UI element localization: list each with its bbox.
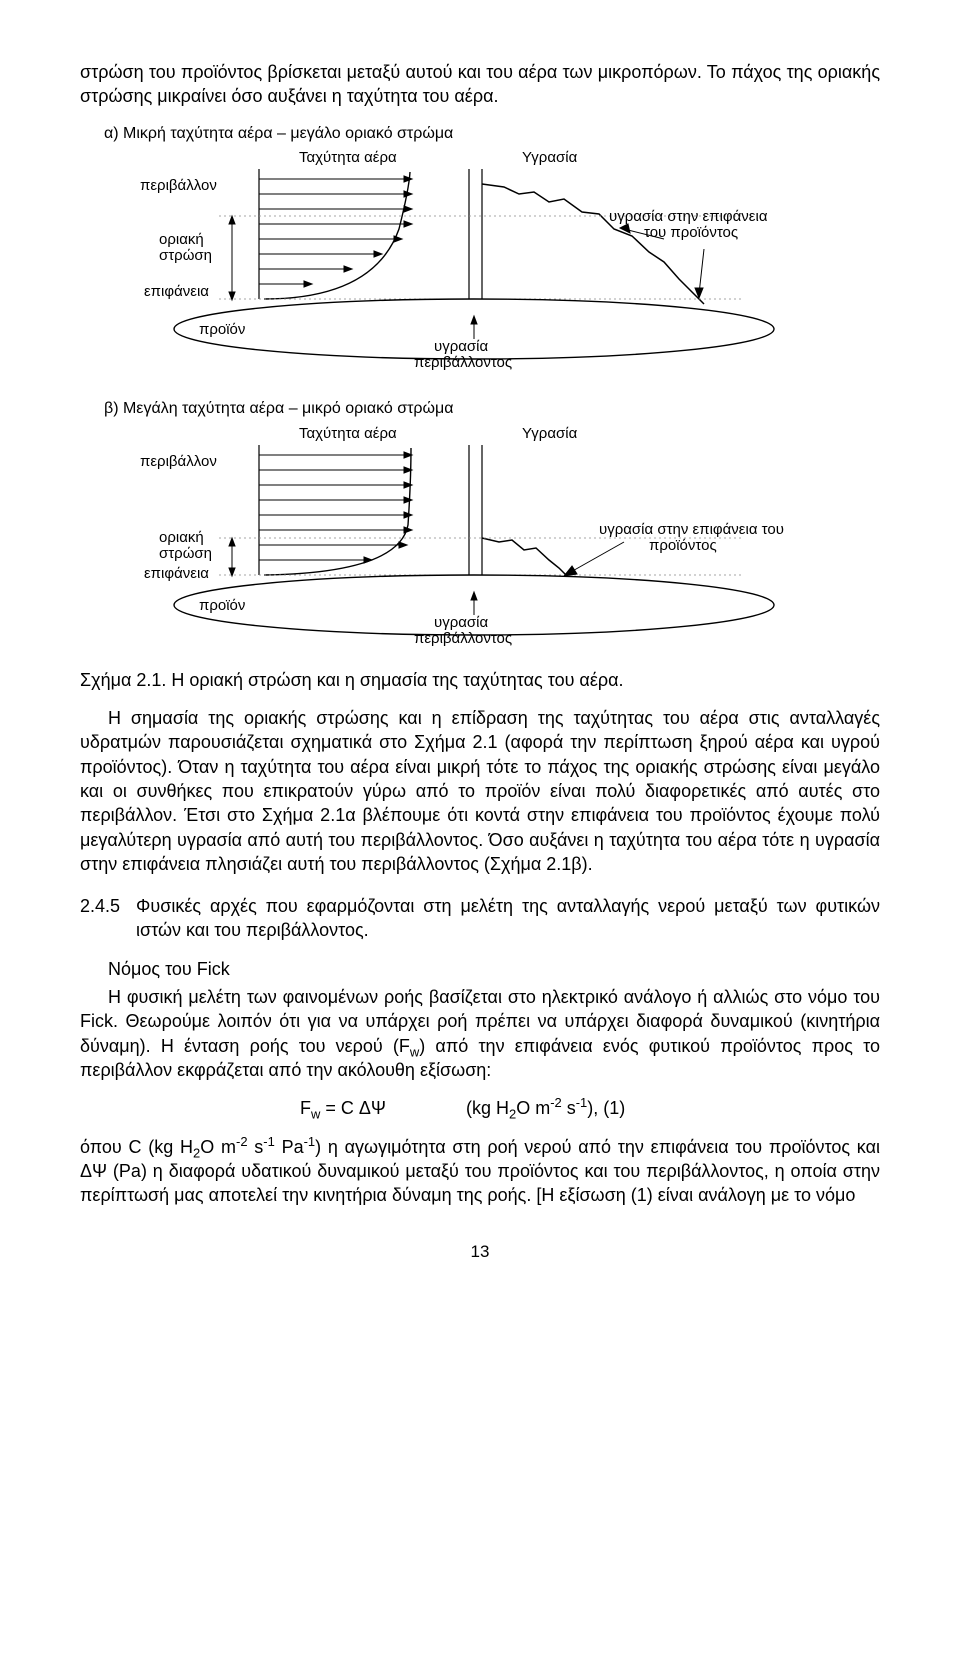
eq-tail: ), (1): [587, 1098, 625, 1118]
lbl-strosi-b: στρώση: [159, 546, 212, 563]
diagram-b-block: β) Μεγάλη ταχύτητα αέρα – μικρό οριακό σ…: [104, 398, 880, 660]
lbl-proion-b: προϊόν: [199, 598, 245, 615]
lbl-oriaki-b: οριακή: [159, 530, 204, 547]
lbl-ygrepif1-b: υγρασία στην επιφάνεια του: [599, 522, 784, 539]
lbl-periballon-a: περιβάλλον: [140, 178, 217, 195]
eq-lhs: F: [300, 1098, 311, 1118]
lbl-periballon-b: περιβάλλον: [140, 454, 217, 471]
sub-w: w: [410, 1044, 419, 1059]
lbl-strosi-a: στρώση: [159, 248, 212, 265]
diagram-a-block: α) Μικρή ταχύτητα αέρα – μεγάλο οριακό σ…: [104, 123, 880, 385]
lbl-ygrper1-b: υγρασία: [434, 615, 488, 632]
eq-sub: w: [311, 1107, 320, 1122]
lbl-ygrper2-b: περιβάλλοντος: [414, 631, 512, 648]
diagram-a-title: α) Μικρή ταχύτητα αέρα – μεγάλο οριακό σ…: [104, 123, 880, 145]
eq-rhs1: (kg H: [466, 1098, 509, 1118]
lbl-tachytita-b: Ταχύτητα αέρα: [299, 426, 397, 443]
ae2: O m: [200, 1137, 236, 1157]
lbl-ygrepif2-a: του προϊόντος: [644, 225, 738, 242]
section-title: Φυσικές αρχές που εφαρμόζονται στη μελέτ…: [136, 894, 880, 943]
page-number: 13: [80, 1241, 880, 1264]
lbl-proion-a: προϊόν: [199, 322, 245, 339]
equation-line: Fw = C ΔΨ (kg H2O m-2 s-1), (1): [300, 1096, 880, 1120]
figure-caption: Σχήμα 2.1. Η οριακή στρώση και η σημασία…: [80, 668, 880, 692]
diagram-b: περιβάλλον Ταχύτητα αέρα Υγρασία οριακή …: [104, 430, 824, 660]
ae3: Pa: [275, 1137, 304, 1157]
lbl-tachytita-a: Ταχύτητα αέρα: [299, 150, 397, 167]
intro-paragraph: στρώση του προϊόντος βρίσκεται μεταξύ αυ…: [80, 60, 880, 109]
ae1: όπου C (kg H: [80, 1137, 193, 1157]
lbl-epifaneia-b: επιφάνεια: [144, 566, 209, 583]
body-paragraph: Η σημασία της οριακής στρώσης και η επίδ…: [80, 706, 880, 876]
diagram-b-title: β) Μεγάλη ταχύτητα αέρα – μικρό οριακό σ…: [104, 398, 880, 420]
section-number: 2.4.5: [80, 894, 136, 918]
lbl-ygrper2-a: περιβάλλοντος: [414, 355, 512, 372]
diagram-a: περιβάλλον Ταχύτητα αέρα Υγρασία οριακή …: [104, 154, 824, 384]
lbl-ygrepif2-b: προϊόντος: [649, 538, 717, 555]
after-eq-paragraph: όπου C (kg H2O m-2 s-1 Pa-1) η αγωγιμότη…: [80, 1135, 880, 1208]
lbl-ygrasia-b: Υγρασία: [522, 426, 577, 443]
section-heading: 2.4.5 Φυσικές αρχές που εφαρμόζονται στη…: [80, 894, 880, 943]
eq-rhs2: O m: [516, 1098, 550, 1118]
subheading-fick: Νόμος του Fick: [80, 957, 880, 981]
lbl-epifaneia-a: επιφάνεια: [144, 284, 209, 301]
eq-mid: = C ΔΨ: [320, 1098, 386, 1118]
lbl-ygrasia-a: Υγρασία: [522, 150, 577, 167]
fick-paragraph-1: Η φυσική μελέτη των φαινομένων ροής βασί…: [80, 985, 880, 1082]
